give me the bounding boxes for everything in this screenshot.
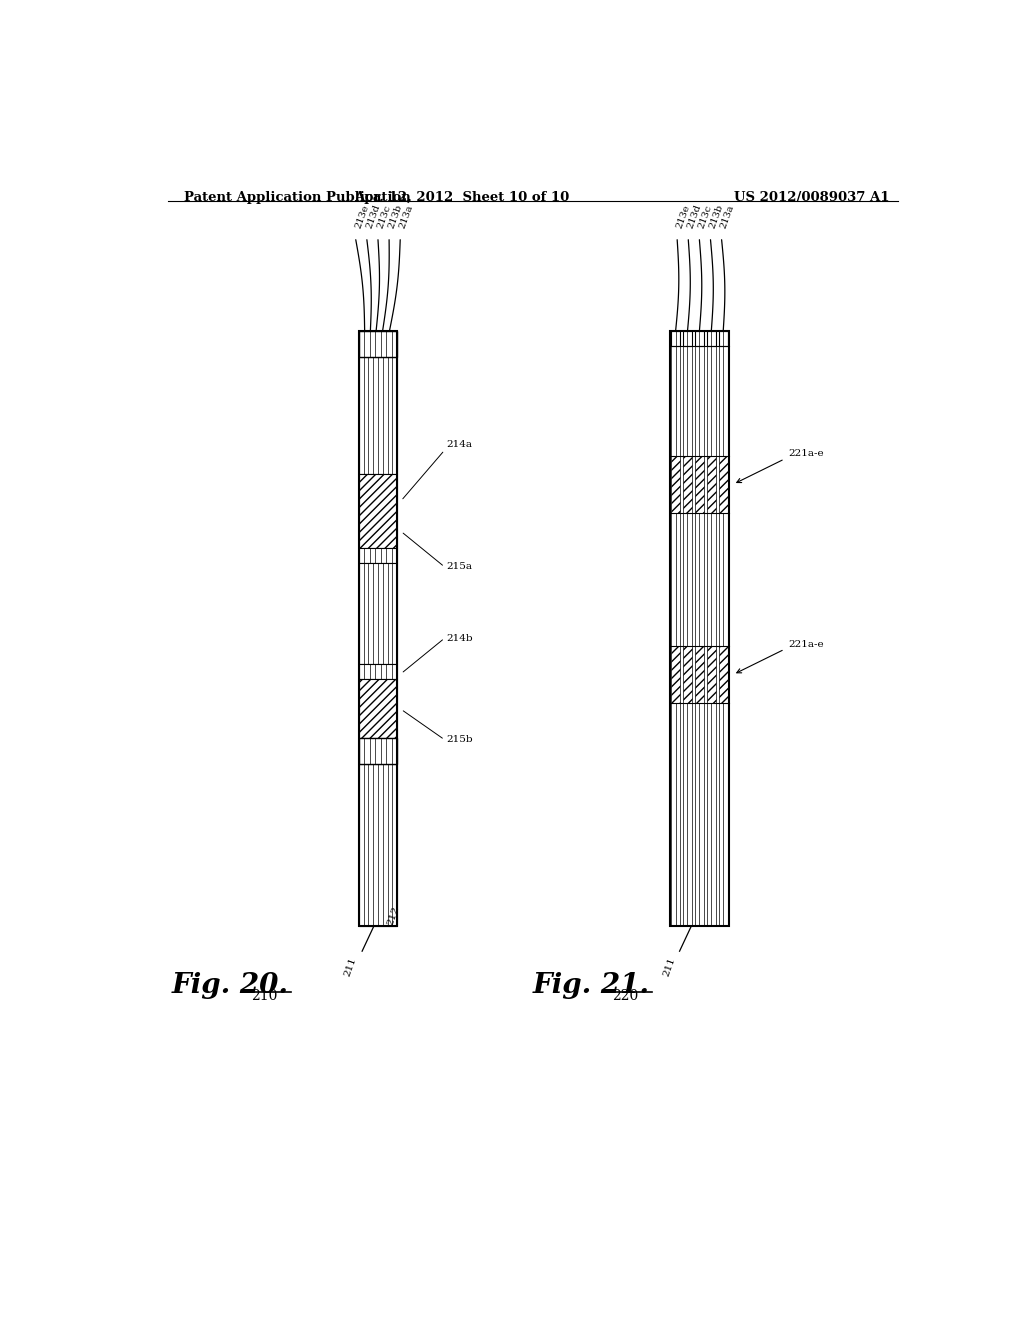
Text: 215b: 215b <box>446 735 473 744</box>
Text: 215a: 215a <box>446 562 472 572</box>
Bar <box>707 346 716 455</box>
Bar <box>683 331 692 346</box>
Bar <box>359 356 397 474</box>
Bar <box>695 455 703 512</box>
Bar <box>671 702 680 925</box>
Text: 213c: 213c <box>697 203 714 230</box>
Bar <box>359 764 397 925</box>
Bar <box>671 647 680 702</box>
Bar <box>719 455 728 512</box>
Text: 210: 210 <box>251 989 278 1003</box>
Text: Apr. 12, 2012  Sheet 10 of 10: Apr. 12, 2012 Sheet 10 of 10 <box>353 191 569 203</box>
Bar <box>719 702 728 925</box>
Text: 214b: 214b <box>446 634 473 643</box>
Text: Patent Application Publication: Patent Application Publication <box>183 191 411 203</box>
Bar <box>695 331 703 346</box>
Bar <box>359 564 397 664</box>
Text: 213e: 213e <box>353 203 371 230</box>
Bar <box>671 512 680 647</box>
Text: 214a: 214a <box>446 441 472 450</box>
Bar <box>683 702 692 925</box>
Text: 213c: 213c <box>376 203 392 230</box>
Text: Fig. 20.: Fig. 20. <box>172 972 289 998</box>
Text: 213e: 213e <box>675 203 691 230</box>
Bar <box>359 331 397 925</box>
Bar <box>719 331 728 346</box>
Bar <box>695 512 703 647</box>
Bar <box>719 647 728 702</box>
Text: 220: 220 <box>612 989 638 1003</box>
Bar <box>359 331 397 356</box>
Text: US 2012/0089037 A1: US 2012/0089037 A1 <box>734 191 890 203</box>
Bar <box>671 346 680 455</box>
Bar <box>671 455 680 512</box>
Text: 213d: 213d <box>365 203 382 230</box>
Bar <box>683 346 692 455</box>
Bar <box>707 455 716 512</box>
Bar <box>719 346 728 455</box>
Text: 213a: 213a <box>719 203 736 230</box>
Text: 213b: 213b <box>387 203 403 230</box>
Text: 213d: 213d <box>686 203 702 230</box>
Bar <box>707 512 716 647</box>
Bar <box>359 738 397 764</box>
Text: 211: 211 <box>662 956 677 978</box>
Bar <box>359 664 397 680</box>
Bar <box>671 331 680 346</box>
Text: 221a-e: 221a-e <box>788 640 824 648</box>
Text: Fig. 21.: Fig. 21. <box>532 972 650 998</box>
Bar <box>359 548 397 564</box>
Bar <box>695 346 703 455</box>
Bar <box>359 680 397 738</box>
Bar <box>359 474 397 548</box>
Bar <box>683 455 692 512</box>
Bar <box>695 647 703 702</box>
Text: 213b: 213b <box>709 203 725 230</box>
Text: 211: 211 <box>343 956 358 978</box>
Bar <box>707 331 716 346</box>
Bar <box>670 331 729 925</box>
Bar <box>683 647 692 702</box>
Text: 213a: 213a <box>397 203 415 230</box>
Bar <box>707 702 716 925</box>
Bar <box>683 512 692 647</box>
Bar <box>707 647 716 702</box>
Text: 212: 212 <box>386 904 401 927</box>
Bar <box>695 702 703 925</box>
Bar <box>719 512 728 647</box>
Text: 221a-e: 221a-e <box>788 449 824 458</box>
